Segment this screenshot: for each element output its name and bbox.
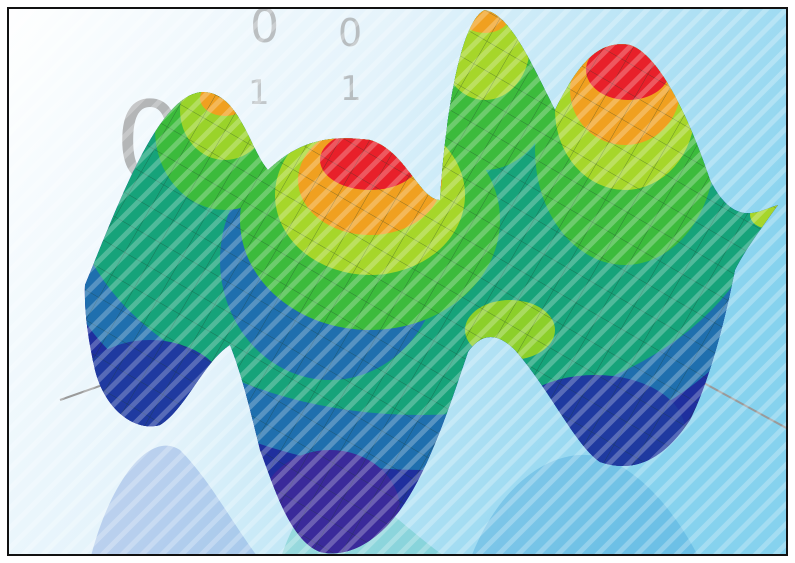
frame	[7, 7, 788, 556]
